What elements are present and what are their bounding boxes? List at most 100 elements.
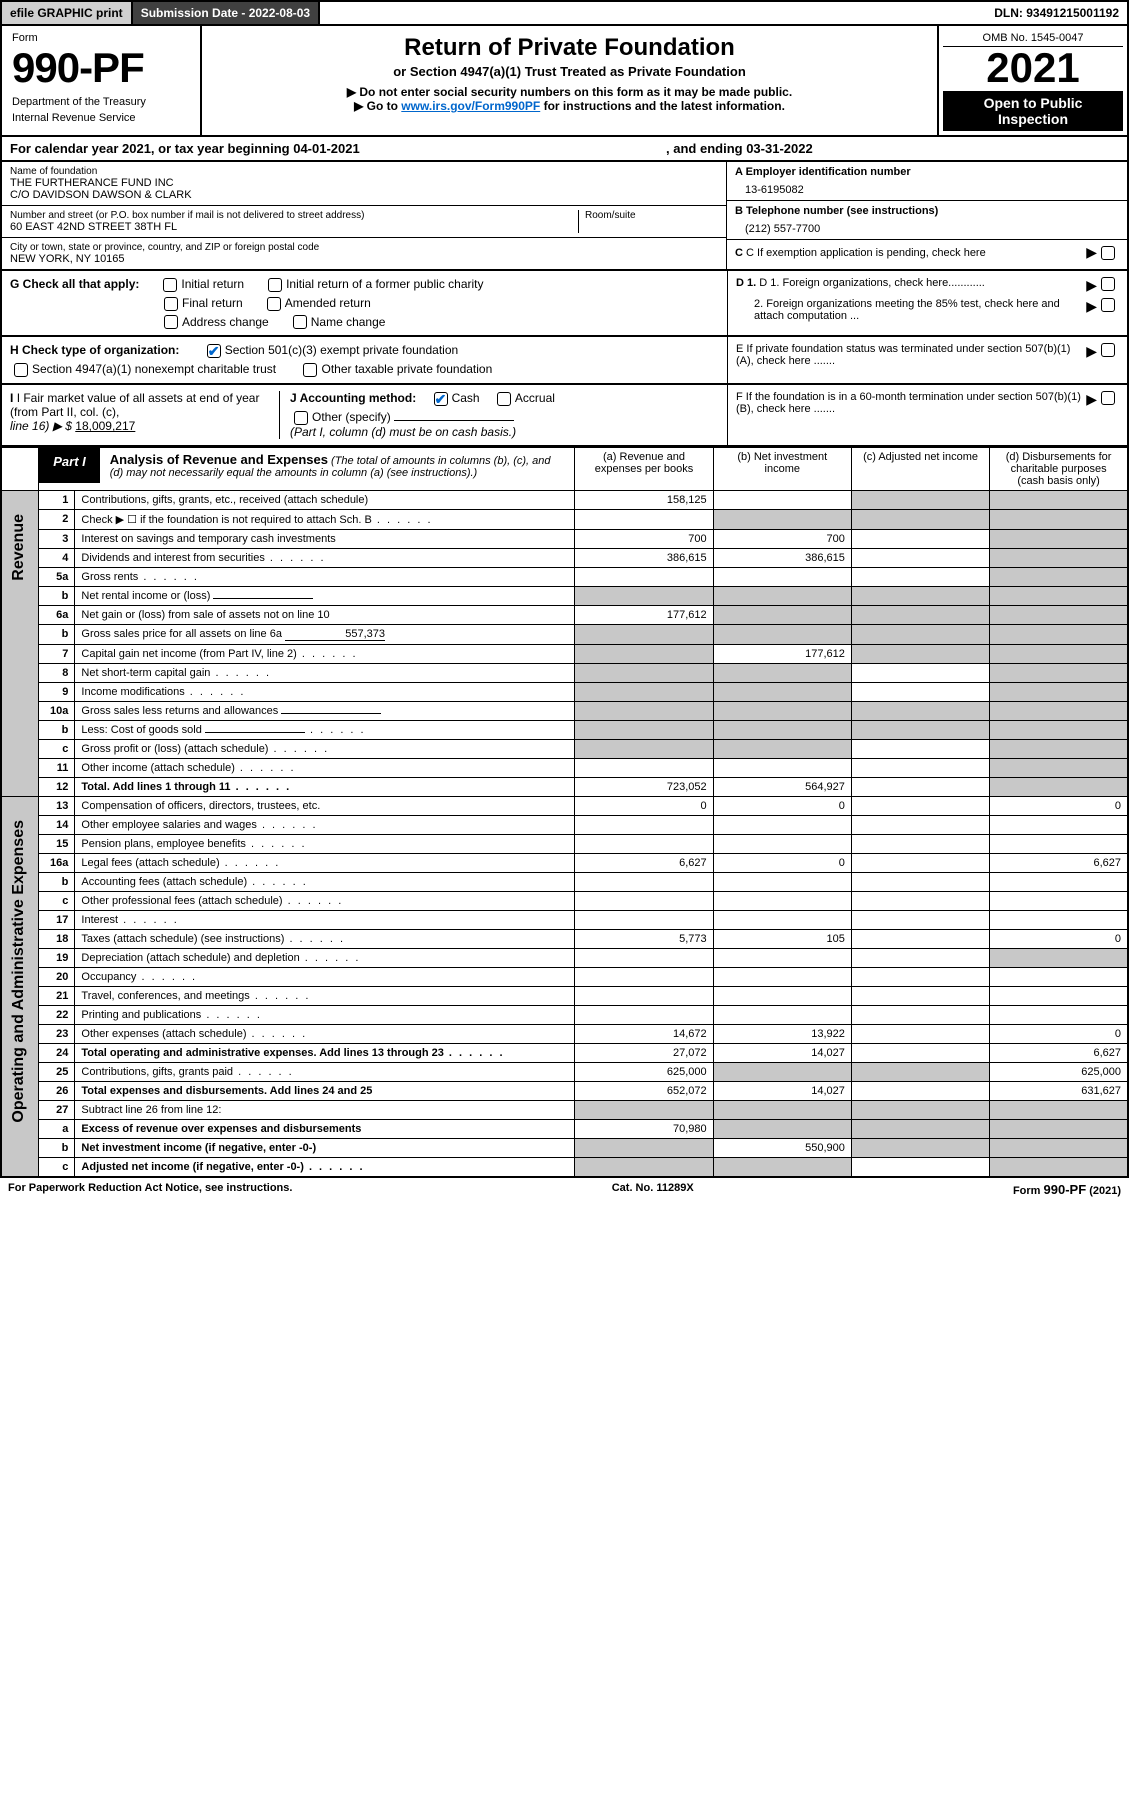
checkbox-501c3[interactable] <box>207 344 221 358</box>
row-description: Total expenses and disbursements. Add li… <box>75 1081 575 1100</box>
table-row: 12Total. Add lines 1 through 11 . . . . … <box>1 777 1128 796</box>
value-cell: 105 <box>713 929 851 948</box>
checkbox-name[interactable] <box>293 315 307 329</box>
value-cell <box>851 986 989 1005</box>
checkbox-d1[interactable] <box>1101 277 1115 291</box>
street-address: 60 EAST 42ND STREET 38TH FL <box>10 221 578 233</box>
value-cell <box>990 758 1128 777</box>
row-description: Legal fees (attach schedule) . . . . . . <box>75 853 575 872</box>
table-row: 10aGross sales less returns and allowanc… <box>1 701 1128 720</box>
footer-right: Form 990-PF (2021) <box>1013 1182 1121 1197</box>
row-description: Total. Add lines 1 through 11 . . . . . … <box>75 777 575 796</box>
value-cell <box>851 834 989 853</box>
calendar-begin: For calendar year 2021, or tax year begi… <box>10 141 360 156</box>
value-cell <box>990 986 1128 1005</box>
table-row: 21Travel, conferences, and meetings . . … <box>1 986 1128 1005</box>
value-cell: 386,615 <box>713 548 851 567</box>
g-label: G Check all that apply: <box>10 277 139 291</box>
value-cell <box>575 872 713 891</box>
value-cell <box>713 1100 851 1119</box>
table-row: 17Interest . . . . . . <box>1 910 1128 929</box>
checkbox-cash[interactable] <box>434 392 448 406</box>
row-description: Other professional fees (attach schedule… <box>75 891 575 910</box>
ein-label: A Employer identification number <box>735 166 1119 178</box>
checkbox-amended[interactable] <box>267 297 281 311</box>
irs-link[interactable]: www.irs.gov/Form990PF <box>401 99 540 113</box>
value-cell <box>851 796 989 815</box>
checkbox-e[interactable] <box>1101 343 1115 357</box>
checkbox-initial-former[interactable] <box>268 278 282 292</box>
row-number: 18 <box>39 929 75 948</box>
value-cell <box>713 910 851 929</box>
table-row: 8Net short-term capital gain . . . . . . <box>1 663 1128 682</box>
value-cell <box>990 834 1128 853</box>
value-cell <box>990 548 1128 567</box>
table-row: Operating and Administrative Expenses13C… <box>1 796 1128 815</box>
value-cell <box>713 1119 851 1138</box>
row-number: c <box>39 739 75 758</box>
checkbox-f[interactable] <box>1101 391 1115 405</box>
dept-treasury: Department of the Treasury <box>12 96 190 108</box>
value-cell: 550,900 <box>713 1138 851 1157</box>
efile-label[interactable]: efile GRAPHIC print <box>2 2 133 24</box>
g-opt-3: Amended return <box>285 296 371 310</box>
row-number: 16a <box>39 853 75 872</box>
checkbox-final[interactable] <box>164 297 178 311</box>
row-number: 1 <box>39 490 75 509</box>
checkbox-d2[interactable] <box>1101 298 1115 312</box>
value-cell <box>990 490 1128 509</box>
row-number: c <box>39 1157 75 1177</box>
checkbox-4947[interactable] <box>14 363 28 377</box>
checkbox-other-method[interactable] <box>294 411 308 425</box>
value-cell <box>851 1005 989 1024</box>
value-cell <box>713 872 851 891</box>
col-b-header: (b) Net investment income <box>713 447 851 490</box>
value-cell: 0 <box>575 796 713 815</box>
side-header <box>1 447 39 490</box>
instr-post: for instructions and the latest informat… <box>540 99 785 113</box>
row-description: Interest on savings and temporary cash i… <box>75 529 575 548</box>
row-description: Other expenses (attach schedule) . . . .… <box>75 1024 575 1043</box>
value-cell: 0 <box>713 853 851 872</box>
table-row: cGross profit or (loss) (attach schedule… <box>1 739 1128 758</box>
value-cell <box>851 739 989 758</box>
value-cell <box>990 567 1128 586</box>
row-number: 27 <box>39 1100 75 1119</box>
checkbox-initial[interactable] <box>163 278 177 292</box>
value-cell <box>575 663 713 682</box>
i-value: 18,009,217 <box>75 419 135 433</box>
value-cell <box>713 720 851 739</box>
value-cell <box>990 1100 1128 1119</box>
value-cell <box>851 891 989 910</box>
value-cell <box>713 509 851 529</box>
row-number: c <box>39 891 75 910</box>
checkbox-address[interactable] <box>164 315 178 329</box>
row-description: Occupancy . . . . . . <box>75 967 575 986</box>
checkbox-accrual[interactable] <box>497 392 511 406</box>
row-description: Compensation of officers, directors, tru… <box>75 796 575 815</box>
row-description: Total operating and administrative expen… <box>75 1043 575 1062</box>
table-row: 22Printing and publications . . . . . . <box>1 1005 1128 1024</box>
table-row: 5aGross rents . . . . . . <box>1 567 1128 586</box>
value-cell <box>851 644 989 663</box>
checkbox-other-taxable[interactable] <box>303 363 317 377</box>
row-number: 24 <box>39 1043 75 1062</box>
value-cell: 0 <box>990 796 1128 815</box>
value-cell <box>851 1157 989 1177</box>
j-accrual: Accrual <box>515 391 555 405</box>
c-cell: C C If exemption application is pending,… <box>727 240 1127 265</box>
value-cell <box>990 586 1128 605</box>
row-description: Less: Cost of goods sold . . . . . . <box>75 720 575 739</box>
value-cell <box>713 624 851 644</box>
row-number: 20 <box>39 967 75 986</box>
submission-date: Submission Date - 2022-08-03 <box>133 2 320 24</box>
address-cell: Number and street (or P.O. box number if… <box>2 206 727 238</box>
row-description: Gross rents . . . . . . <box>75 567 575 586</box>
value-cell <box>575 1100 713 1119</box>
e-label: E If private foundation status was termi… <box>736 343 1086 367</box>
checkbox-c[interactable] <box>1101 246 1115 260</box>
value-cell <box>990 624 1128 644</box>
f-label: F If the foundation is in a 60-month ter… <box>736 391 1086 415</box>
c-label: C If exemption application is pending, c… <box>746 247 986 259</box>
checks-g-row: G Check all that apply: Initial return I… <box>0 271 1129 337</box>
